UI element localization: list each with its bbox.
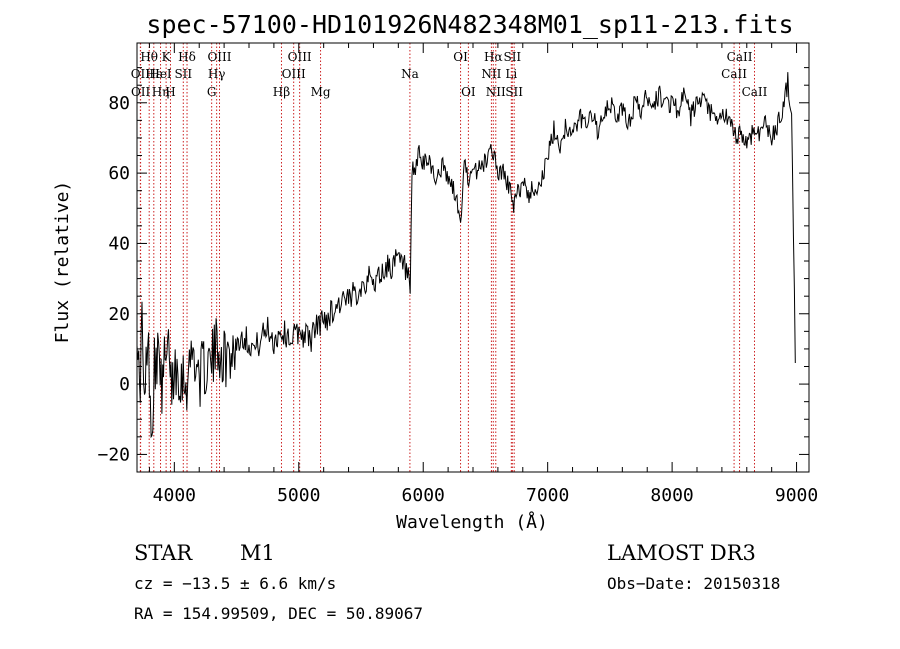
- y-tick-label: 80: [108, 93, 130, 114]
- spectral-line-label: OII: [131, 85, 151, 99]
- observation-date: Obs−Date: 20150318: [607, 574, 780, 593]
- y-axis-label: Flux (relative): [52, 181, 73, 344]
- x-tick-label: 6000: [402, 485, 445, 506]
- y-tick-label: 40: [108, 233, 130, 254]
- survey-name: LAMOST DR3: [607, 541, 756, 565]
- spectral-line-label: Na: [401, 67, 419, 81]
- spectral-line-label: HeI: [149, 67, 172, 81]
- spectral-line-label: SII: [503, 50, 521, 64]
- spectral-line-label: OI: [453, 50, 468, 64]
- x-tick-label: 9000: [775, 485, 818, 506]
- spectral-line-label: Hγ: [208, 67, 226, 81]
- spectral-line-label: K: [162, 50, 172, 64]
- spectral-line-label: CaII: [727, 50, 753, 64]
- redshift-velocity: cz = −13.5 ± 6.6 km/s: [134, 574, 336, 593]
- spectral-line-label: Li: [505, 67, 517, 81]
- spectral-line-label: CaII: [742, 85, 768, 99]
- spectral-line-label: Hα: [484, 50, 503, 64]
- y-tick-label: 0: [119, 374, 130, 395]
- spectral-line-label: OIII: [207, 50, 231, 64]
- spectral-line-label: SII: [174, 67, 192, 81]
- spectral-line-label: Hδ: [178, 50, 196, 64]
- spectral-line-label: NII: [481, 67, 501, 81]
- spectral-line-label: H: [165, 85, 175, 99]
- x-tick-label: 4000: [153, 485, 196, 506]
- spectral-line-label: G: [207, 85, 217, 99]
- spectral-line-label: Hε: [145, 67, 162, 81]
- y-tick-label: 20: [108, 304, 130, 325]
- spectral-line-markers: [139, 43, 755, 472]
- spectral-line-label: Hβ: [273, 85, 290, 99]
- x-axis-ticks: 4000 5000 6000 7000 8000 9000: [148, 43, 818, 506]
- spectral-line-label: Hθ: [140, 50, 158, 64]
- spectrum-series-line: [136, 72, 796, 439]
- spectral-line-label: CaII: [721, 67, 747, 81]
- spectral-line-label: Hη: [152, 85, 170, 99]
- object-subclass: M1: [240, 541, 275, 565]
- x-tick-label: 5000: [277, 485, 320, 506]
- spectral-line-label: NII: [486, 85, 506, 99]
- chart-title: spec-57100-HD101926N482348M01_sp11-213.f…: [146, 10, 793, 39]
- spectral-line-label: OI: [461, 85, 476, 99]
- y-axis-ticks: −20 0 20 40 60 80: [97, 67, 809, 465]
- x-axis-label: Wavelength (Å): [396, 511, 548, 533]
- spectral-line-label: OIII: [282, 67, 306, 81]
- coordinates: RA = 154.99509, DEC = 50.89067: [134, 604, 423, 623]
- spectral-line-label: SII: [505, 85, 523, 99]
- x-tick-label: 7000: [526, 485, 569, 506]
- spectral-line-label: OII: [131, 67, 151, 81]
- spectral-line-label: Mg: [311, 85, 331, 99]
- y-tick-label: −20: [97, 444, 130, 465]
- spectral-line-label: OIII: [288, 50, 312, 64]
- y-tick-label: 60: [108, 163, 130, 184]
- x-tick-label: 8000: [650, 485, 693, 506]
- object-type: STAR: [134, 541, 193, 565]
